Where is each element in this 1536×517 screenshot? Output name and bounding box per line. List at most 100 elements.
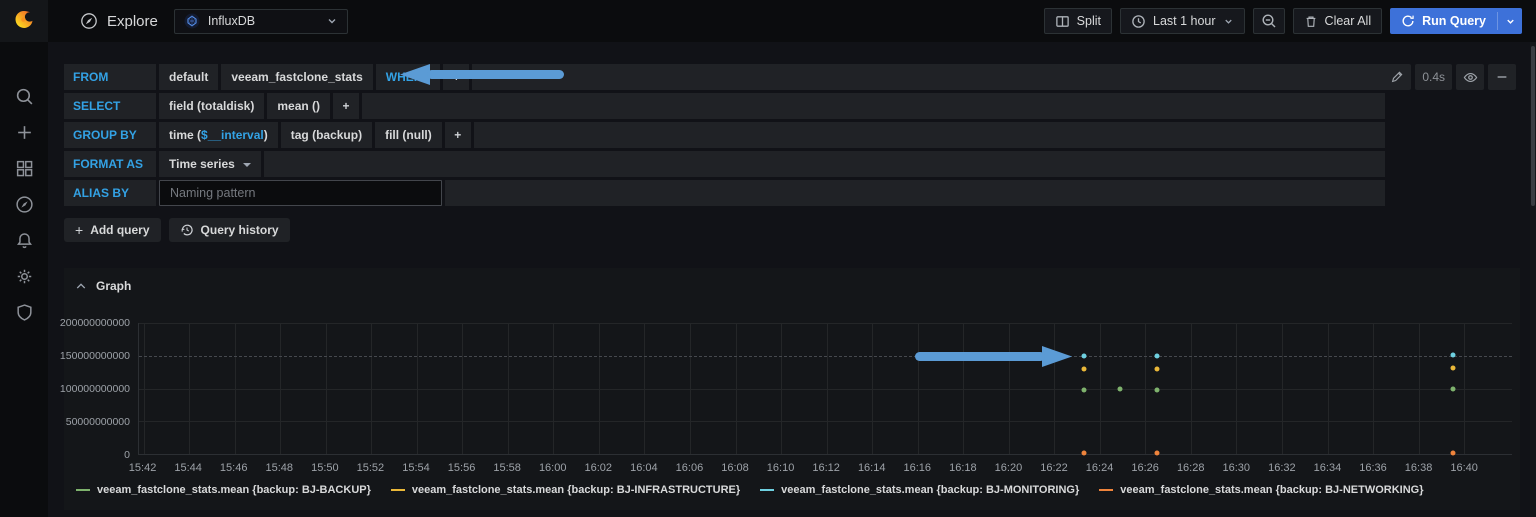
add-query-label: Add query xyxy=(90,223,150,237)
data-point[interactable] xyxy=(1081,366,1087,372)
retention-policy-segment[interactable]: default xyxy=(159,64,219,90)
data-point[interactable] xyxy=(1081,387,1087,393)
sidebar-item-alerting[interactable] xyxy=(0,222,48,258)
trash-icon xyxy=(1306,16,1315,27)
aggregation-segment[interactable]: mean () xyxy=(267,93,331,119)
sidebar-item-server-admin[interactable] xyxy=(0,294,48,330)
legend-color-dash xyxy=(1099,489,1114,491)
sidebar-item-search[interactable] xyxy=(0,78,48,114)
grafana-flame-icon xyxy=(15,11,33,28)
where-keyword[interactable]: WHERE xyxy=(375,64,441,90)
data-point[interactable] xyxy=(1117,386,1123,392)
datasource-picker[interactable]: InfluxDB xyxy=(173,8,348,34)
data-point[interactable] xyxy=(1081,450,1087,456)
caret-down-icon xyxy=(242,162,251,167)
legend-item[interactable]: veeam_fastclone_stats.mean {backup: BJ-N… xyxy=(1099,484,1424,496)
from-label[interactable]: FROM xyxy=(64,64,156,90)
group-by-label[interactable]: GROUP BY xyxy=(64,122,156,148)
add-where-condition-button[interactable]: + xyxy=(443,64,470,90)
tag-segment[interactable]: tag (backup) xyxy=(280,122,373,148)
x-tick-label: 16:30 xyxy=(1222,462,1251,474)
sidebar-item-dashboards[interactable] xyxy=(0,150,48,186)
influxdb-logo xyxy=(184,13,200,29)
x-tick-label: 16:38 xyxy=(1404,462,1433,474)
sidebar-item-add[interactable] xyxy=(0,114,48,150)
measurement-segment[interactable]: veeam_fastclone_stats xyxy=(221,64,373,90)
sidebar-item-configuration[interactable] xyxy=(0,258,48,294)
data-point[interactable] xyxy=(1450,365,1456,371)
zoom-out-button[interactable] xyxy=(1252,8,1285,34)
horizontal-gridline xyxy=(139,355,1512,357)
row-filler xyxy=(472,64,1385,90)
top-navbar: Explore InfluxDB Split Last 1 hour xyxy=(48,0,1536,42)
edit-query-button[interactable] xyxy=(1383,64,1412,90)
format-as-label[interactable]: FORMAT AS xyxy=(64,151,156,177)
add-select-part-button[interactable]: + xyxy=(333,93,360,119)
query-row-group-by: GROUP BY time ($__interval) tag (backup)… xyxy=(64,122,1385,148)
legend-item[interactable]: veeam_fastclone_stats.mean {backup: BJ-B… xyxy=(76,484,371,496)
x-tick-label: 15:52 xyxy=(356,462,385,474)
run-query-dropdown[interactable] xyxy=(1498,8,1522,34)
run-query-button[interactable]: Run Query xyxy=(1390,8,1522,34)
add-group-by-button[interactable]: + xyxy=(444,122,471,148)
graph-panel-title: Graph xyxy=(96,279,132,293)
y-tick-label: 0 xyxy=(124,449,130,461)
interval-variable: $__interval xyxy=(201,128,264,142)
history-icon xyxy=(181,224,193,236)
x-tick-label: 15:46 xyxy=(219,462,248,474)
split-button[interactable]: Split xyxy=(1043,8,1112,34)
plot-area[interactable] xyxy=(138,323,1512,456)
query-row-format-as: FORMAT AS Time series xyxy=(64,151,1385,177)
sidebar-nav xyxy=(0,78,48,330)
query-editor: FROM default veeam_fastclone_stats WHERE… xyxy=(64,64,1520,242)
x-tick-label: 15:50 xyxy=(311,462,339,474)
data-point[interactable] xyxy=(1154,450,1160,456)
scrollbar-thumb[interactable] xyxy=(1531,46,1535,206)
y-tick-label: 200000000000 xyxy=(59,317,130,329)
compass-icon xyxy=(15,195,33,213)
minus-icon xyxy=(1497,76,1507,78)
data-point[interactable] xyxy=(1081,353,1087,359)
horizontal-gridline xyxy=(139,388,1512,390)
select-label[interactable]: SELECT xyxy=(64,93,156,119)
x-tick-label: 16:08 xyxy=(721,462,749,474)
data-point[interactable] xyxy=(1154,387,1160,393)
add-query-button[interactable]: + Add query xyxy=(64,218,161,242)
x-tick-label: 16:28 xyxy=(1176,462,1205,474)
time-range-label: Last 1 hour xyxy=(1153,14,1216,28)
page-title: Explore xyxy=(107,12,158,30)
query-history-button[interactable]: Query history xyxy=(168,218,290,242)
time-prefix: time ( xyxy=(169,128,202,142)
sidebar-item-explore[interactable] xyxy=(0,186,48,222)
y-axis-labels: 200000000000 150000000000 100000000000 5000… xyxy=(60,317,134,461)
field-segment[interactable]: field (totaldisk) xyxy=(159,93,265,119)
data-point[interactable] xyxy=(1450,450,1456,456)
legend-item[interactable]: veeam_fastclone_stats.mean {backup: BJ-I… xyxy=(390,484,740,496)
toggle-visibility-button[interactable] xyxy=(1456,64,1484,90)
clear-all-button[interactable]: Clear All xyxy=(1292,8,1383,34)
time-interval-segment[interactable]: time ($__interval) xyxy=(159,122,278,148)
x-tick-label: 16:24 xyxy=(1085,462,1114,474)
scrollbar[interactable] xyxy=(1530,42,1536,517)
graph-collapse-toggle[interactable]: Graph xyxy=(76,279,131,293)
x-tick-label: 16:20 xyxy=(994,462,1023,474)
remove-query-button[interactable] xyxy=(1488,64,1516,90)
alias-by-label[interactable]: ALIAS BY xyxy=(64,180,156,206)
data-point[interactable] xyxy=(1154,366,1160,372)
format-as-dropdown[interactable]: Time series xyxy=(159,151,261,177)
legend-color-dash xyxy=(76,489,90,491)
data-point[interactable] xyxy=(1450,352,1456,358)
x-tick-label: 16:40 xyxy=(1450,462,1478,474)
legend-item[interactable]: veeam_fastclone_stats.mean {backup: BJ-M… xyxy=(760,484,1079,496)
chevron-down-icon xyxy=(1506,19,1514,24)
x-tick-label: 16:00 xyxy=(538,462,567,474)
data-point[interactable] xyxy=(1450,386,1456,391)
query-row-alias-by: ALIAS BY xyxy=(64,180,1385,206)
fill-segment[interactable]: fill (null) xyxy=(375,122,442,148)
query-row-toolbar: 0.4s xyxy=(1383,64,1516,90)
time-range-picker[interactable]: Last 1 hour xyxy=(1120,8,1245,34)
data-point[interactable] xyxy=(1154,353,1160,359)
x-tick-label: 16:22 xyxy=(1040,462,1068,474)
grafana-logo[interactable] xyxy=(0,0,48,42)
alias-input[interactable] xyxy=(159,180,442,206)
